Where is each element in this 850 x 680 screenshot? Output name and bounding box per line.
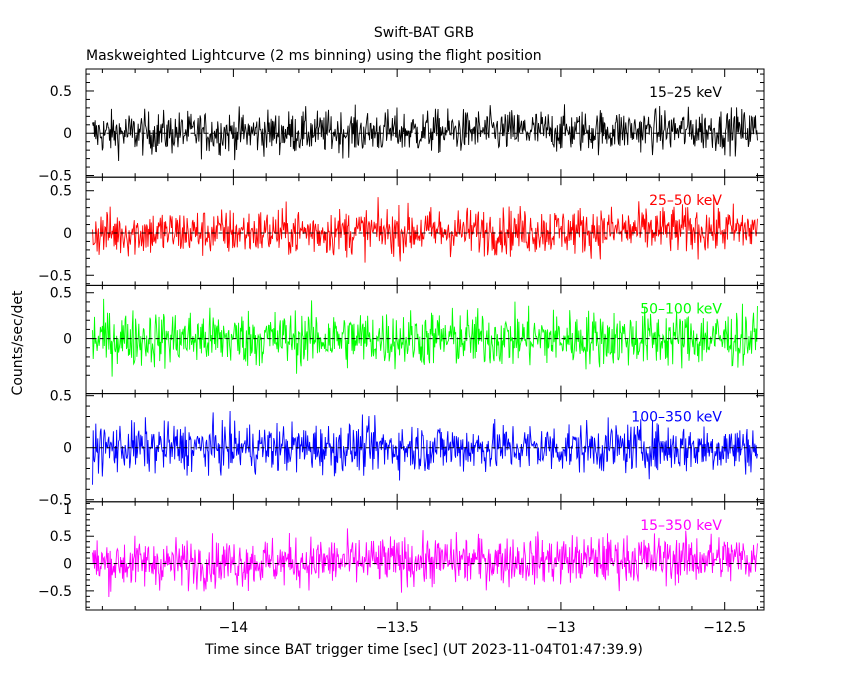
y-axis-label: Counts/sec/det [10, 290, 26, 395]
y-tick-label: 1 [63, 502, 72, 518]
panel-2: 25–50 keV −0.5 0 0.5 [38, 176, 765, 286]
y-tick-label: 0 [63, 557, 72, 573]
y-tick-label: 0 [63, 226, 72, 242]
y-tick-label: −0.5 [38, 584, 72, 600]
y-tick-label: 0.5 [50, 84, 72, 100]
x-tick-label: −14 [219, 620, 249, 636]
chart-subtitle: Maskweighted Lightcurve (2 ms binning) u… [86, 48, 542, 64]
x-tick-label: −13 [546, 620, 576, 636]
series-label: 15–25 keV [649, 85, 722, 101]
panels-group: 15–25 keV−0.500.525–50 keV−0.500.550–100… [38, 68, 765, 636]
y-tick-label: 0 [63, 332, 72, 348]
panel-3: 50–100 keV 0 0.5 [50, 284, 765, 395]
x-axis-label: Time since BAT trigger time [sec] (UT 20… [204, 642, 643, 658]
series-label: 15–350 keV [640, 518, 722, 534]
panel-4: 100–350 keV −0.5 0 0.5 [38, 389, 765, 509]
y-tick-label: 0.5 [50, 184, 72, 200]
y-tick-label: 0.5 [50, 529, 72, 545]
series-label: 100–350 keV [631, 410, 722, 426]
panel-1: 15–25 keV −0.5 0 0.5 [38, 68, 765, 185]
panel-frame [85, 501, 765, 611]
panel-5: 15–350 keV −0.5 0 0.5 1 [38, 501, 765, 611]
series-line [92, 411, 758, 485]
series-label: 25–50 keV [649, 193, 722, 209]
series-line [92, 104, 758, 162]
x-tick-label: −12.5 [703, 620, 746, 636]
y-tick-label: −0.5 [38, 169, 72, 185]
series-line [92, 298, 758, 377]
series-line [92, 528, 758, 597]
series-label: 50–100 keV [640, 301, 722, 317]
series-line [92, 196, 758, 263]
y-tick-label: 0 [63, 126, 72, 142]
y-tick-label: −0.5 [38, 268, 72, 284]
y-tick-label: −0.5 [38, 493, 72, 509]
chart-title: Swift-BAT GRB [374, 25, 474, 41]
y-tick-label: 0 [63, 441, 72, 457]
x-tick-label: −13.5 [376, 620, 419, 636]
y-tick-label: 0.5 [50, 286, 72, 302]
y-tick-label: 0.5 [50, 389, 72, 405]
